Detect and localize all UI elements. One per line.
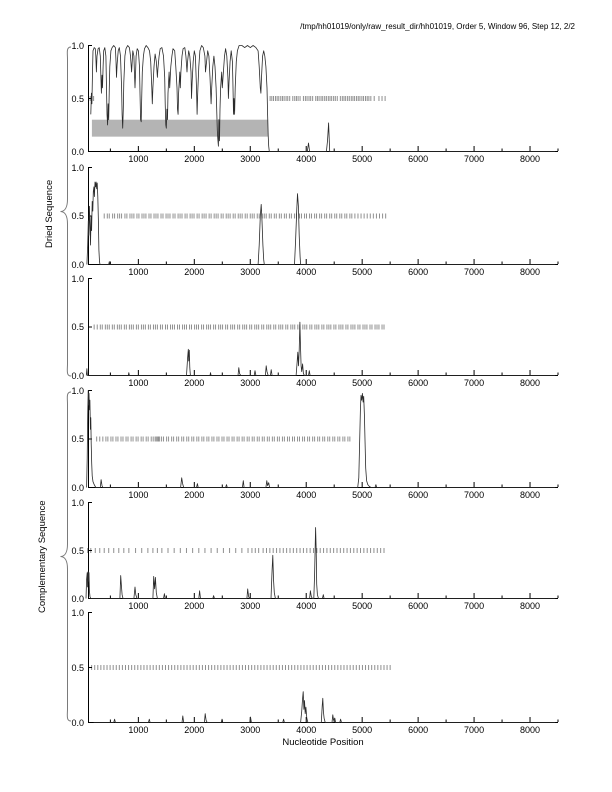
- trace-line: [85, 527, 556, 599]
- group-label-direct: Dried Sequence: [44, 179, 55, 248]
- x-tick-label: 6000: [408, 490, 429, 500]
- plot-area-complementary-frame-1: [86, 390, 559, 488]
- x-tick-label: 4000: [296, 154, 317, 164]
- y-tick-label: 1.0: [71, 40, 84, 51]
- x-tick-label: 5000: [352, 601, 373, 611]
- trace-line: [86, 181, 556, 265]
- x-tick-label: 8000: [520, 378, 541, 388]
- x-tick-label: 5000: [352, 490, 373, 500]
- x-tick-label: 8000: [520, 490, 541, 500]
- plot-title: /tmp/hh01019/only/raw_result_dir/hh01019…: [300, 22, 575, 31]
- y-tick-label: 1.0: [71, 273, 84, 284]
- x-tick-label: 3000: [240, 378, 261, 388]
- x-tick-label: 5000: [352, 154, 373, 164]
- x-tick-label: 2000: [184, 725, 205, 735]
- group-label-complementary: Complementary Sequence: [37, 500, 48, 613]
- x-tick-label: 4000: [296, 267, 317, 277]
- x-tick-label: 1000: [128, 490, 149, 500]
- x-tick-label: 3000: [240, 725, 261, 735]
- x-tick-label: 5000: [352, 725, 373, 735]
- y-tick-label: 0.0: [71, 259, 84, 270]
- x-tick-label: 5000: [352, 378, 373, 388]
- brace-path: [60, 46, 72, 377]
- x-tick-label: 4000: [296, 601, 317, 611]
- plot-area-direct-frame-2: [86, 167, 559, 265]
- panel-direct-frame-2: 0.0 0.5 1.0 1000 2000 3000 4000 5000 6000 7000 800…: [71, 163, 559, 277]
- x-tick-label: 8000: [520, 267, 541, 277]
- x-tick-label: 5000: [352, 267, 373, 277]
- y-tick-label: 1.0: [71, 385, 84, 396]
- x-tick-label: 6000: [408, 154, 429, 164]
- x-tick-label: 6000: [408, 378, 429, 388]
- x-tick-label: 2000: [184, 490, 205, 500]
- brace-path: [60, 391, 72, 722]
- x-tick-label: 6000: [408, 601, 429, 611]
- y-tick-label: 0.0: [71, 593, 84, 604]
- x-tick-label: 1000: [128, 601, 149, 611]
- x-tick-label: 2000: [184, 601, 205, 611]
- trace-line: [90, 45, 556, 152]
- x-tick-label: 3000: [240, 154, 261, 164]
- y-tick-label: 1.0: [71, 162, 84, 173]
- trace-line: [85, 321, 556, 376]
- plot-area-complementary-frame-3: [88, 612, 559, 723]
- x-tick-label: 6000: [408, 725, 429, 735]
- y-tick-label: 0.5: [71, 322, 84, 332]
- plot-area-direct-frame-1: [88, 45, 559, 152]
- x-axis-title: Nucleotide Position: [282, 737, 364, 748]
- x-tick-label: 8000: [520, 725, 541, 735]
- x-tick-label: 4000: [296, 378, 317, 388]
- x-tick-label: 2000: [184, 378, 205, 388]
- plot-area-direct-frame-3: [85, 278, 559, 376]
- x-tick-label: 1000: [128, 154, 149, 164]
- x-tick-label: 7000: [464, 725, 485, 735]
- plot-area-complementary-frame-2: [85, 502, 559, 599]
- x-tick-label: 7000: [464, 490, 485, 500]
- panel-direct-frame-1: 0.0 0.5 1.0 1000 2000 3000 4000 5000 6000 7000 800…: [71, 41, 559, 164]
- x-tick-label: 7000: [464, 378, 485, 388]
- x-tick-label: 8000: [520, 154, 541, 164]
- trace-line: [93, 691, 556, 723]
- x-tick-label: 4000: [296, 490, 317, 500]
- x-tick-label: 3000: [240, 267, 261, 277]
- y-tick-label: 0.5: [71, 662, 84, 673]
- x-tick-label: 1000: [128, 378, 149, 388]
- panel-complementary-frame-3: 0.0 0.5 1.0 1000 2000 3000 4000 5000 6000 7000 800…: [71, 608, 559, 735]
- x-tick-label: 1000: [128, 267, 149, 277]
- x-tick-label: 1000: [128, 725, 149, 735]
- x-tick-label: 4000: [296, 725, 317, 735]
- x-tick-label: 2000: [184, 267, 205, 277]
- panel-complementary-frame-1: 0.0 0.5 1.0 1000 2000 3000 4000 5000 6000 7000 800…: [71, 386, 559, 500]
- x-tick-label: 7000: [464, 154, 485, 164]
- coding-region-bar: [91, 119, 269, 137]
- y-tick-label: 0.5: [71, 211, 84, 221]
- y-tick-label: 1.0: [71, 607, 84, 618]
- y-tick-label: 0.0: [71, 717, 84, 728]
- panel-complementary-frame-2: 0.0 0.5 1.0 1000 2000 3000 4000 5000 6000 7000 800…: [71, 498, 559, 611]
- direct-group-brace: [60, 46, 72, 377]
- y-tick-label: 0.0: [71, 370, 84, 381]
- y-tick-label: 0.5: [71, 93, 84, 104]
- x-tick-label: 3000: [240, 490, 261, 500]
- x-tick-label: 7000: [464, 601, 485, 611]
- y-tick-label: 1.0: [71, 497, 84, 508]
- y-tick-label: 0.0: [71, 482, 84, 493]
- trace-line: [86, 390, 556, 488]
- x-tick-label: 8000: [520, 601, 541, 611]
- x-tick-label: 2000: [184, 154, 205, 164]
- y-tick-label: 0.5: [71, 545, 84, 556]
- x-tick-label: 3000: [240, 601, 261, 611]
- x-tick-label: 6000: [408, 267, 429, 277]
- complementary-group-brace: [60, 391, 72, 722]
- panel-direct-frame-3: 0.0 0.5 1.0 1000 2000 3000 4000 5000 6000 7000 800…: [71, 274, 559, 388]
- x-tick-label: 7000: [464, 267, 485, 277]
- y-tick-label: 0.5: [71, 434, 84, 444]
- y-tick-label: 0.0: [71, 146, 84, 157]
